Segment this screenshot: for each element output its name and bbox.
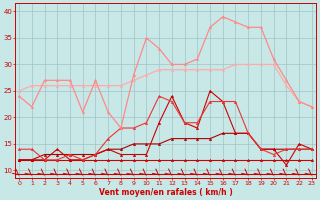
- X-axis label: Vent moyen/en rafales ( km/h ): Vent moyen/en rafales ( km/h ): [99, 188, 232, 197]
